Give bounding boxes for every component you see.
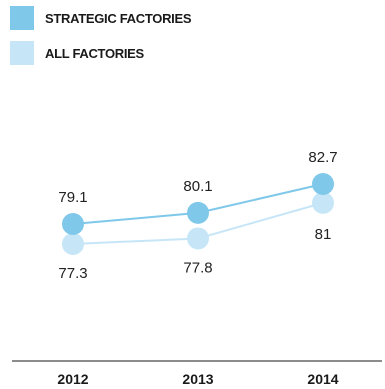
legend-item-all: ALL FACTORIES	[10, 41, 191, 65]
data-point-all-2013	[187, 227, 209, 250]
data-point-strategic-2014	[312, 173, 334, 195]
legend-label-all: ALL FACTORIES	[45, 45, 144, 61]
data-label-strategic-2013: 80.1	[183, 178, 212, 195]
data-label-strategic-2014: 82.7	[308, 149, 337, 166]
legend: STRATEGIC FACTORIES ALL FACTORIES	[10, 6, 192, 76]
legend-swatch-strategic	[10, 6, 34, 30]
data-label-all-2014: 81	[315, 226, 332, 243]
legend-item-strategic: STRATEGIC FACTORIES	[10, 6, 192, 30]
data-point-all-2014	[312, 191, 334, 214]
x-tick-label-2013: 2013	[182, 371, 213, 387]
x-tick-label-2012: 2012	[57, 371, 88, 387]
data-label-strategic-2012: 79.1	[58, 189, 87, 206]
data-label-all-2013: 77.8	[183, 259, 212, 276]
legend-label-strategic: STRATEGIC FACTORIES	[45, 10, 192, 26]
data-label-all-2012: 77.3	[58, 265, 87, 282]
legend-swatch-all	[10, 41, 34, 65]
data-point-all-2012	[62, 233, 84, 255]
x-tick-label-2014: 2014	[307, 371, 338, 387]
data-point-strategic-2013	[187, 201, 209, 224]
data-point-strategic-2012	[62, 213, 84, 235]
